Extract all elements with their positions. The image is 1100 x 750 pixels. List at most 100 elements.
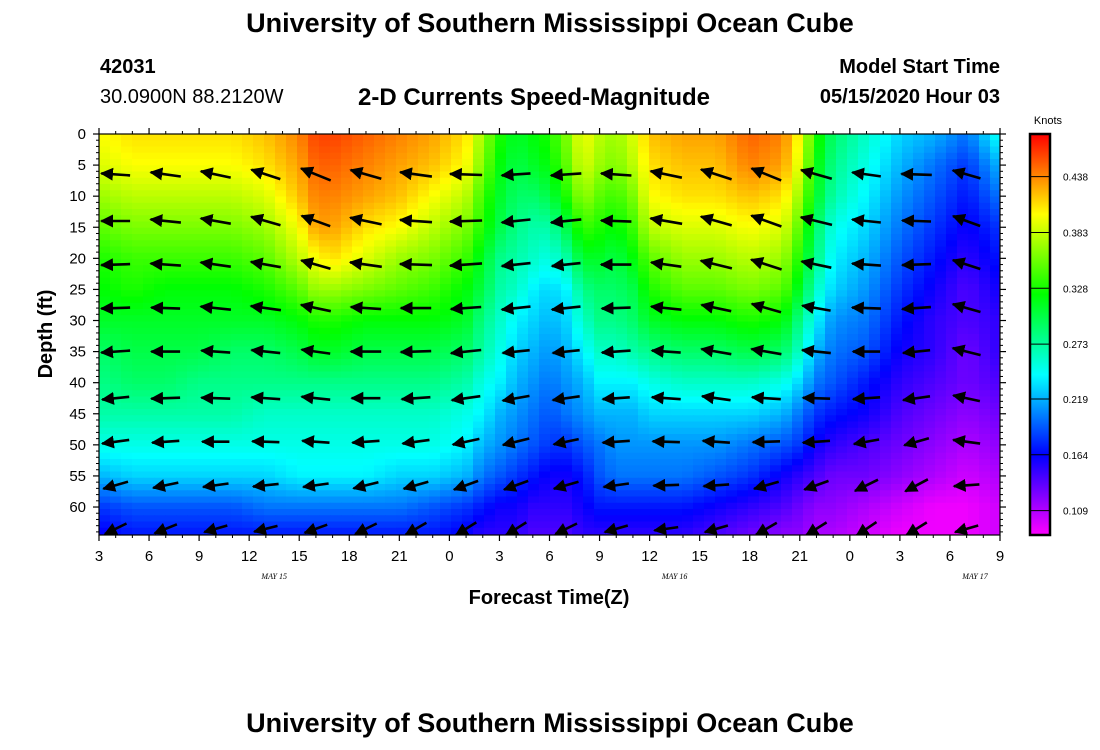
heatmap-cell [792,409,804,416]
heatmap-cell [352,190,364,198]
heatmap-cell [627,334,639,341]
heatmap-cell [484,152,496,160]
heatmap-cell [242,246,254,254]
heatmap-cell [649,340,661,348]
heatmap-cell [968,346,980,354]
heatmap-cell [770,490,782,498]
heatmap-cell [825,134,837,141]
heatmap-cell [374,277,386,285]
heatmap-cell [825,440,837,448]
heatmap-cell [726,359,738,366]
heatmap-cell [726,477,738,485]
heatmap-cell [913,134,925,141]
heatmap-cell [209,384,221,391]
heatmap-cell [671,402,683,410]
heatmap-cell [363,327,375,335]
heatmap-cell [462,465,474,473]
heatmap-cell [627,259,639,266]
heatmap-cell [605,246,617,254]
heatmap-cell [363,159,375,166]
heatmap-cell [242,440,254,448]
heatmap-cell [253,384,265,391]
heatmap-cell [561,396,573,404]
heatmap-cell [737,165,749,173]
heatmap-cell [429,265,441,273]
heatmap-cell [946,402,958,410]
heatmap-cell [759,509,771,516]
heatmap-cell [231,234,243,241]
heatmap-cell [484,509,496,516]
heatmap-cell [704,309,716,316]
heatmap-cell [660,340,672,348]
heatmap-cell [473,227,485,235]
heatmap-cell [308,302,320,310]
heatmap-cell [891,165,903,173]
heatmap-cell [176,290,188,298]
heatmap-cell [396,284,408,291]
heatmap-cell [759,421,771,429]
heatmap-cell [814,384,826,391]
heatmap-cell [946,309,958,316]
heatmap-cell [814,440,826,448]
heatmap-cell [836,296,848,304]
heatmap-cell [770,509,782,516]
heatmap-cell [341,277,353,285]
heatmap-cell [693,365,705,373]
heatmap-cell [792,321,804,329]
heatmap-cell [231,359,243,366]
heatmap-cell [968,171,980,179]
heatmap-cell [990,427,1000,435]
heatmap-cell [891,296,903,304]
heatmap-cell [429,184,441,191]
heatmap-cell [385,227,397,235]
heatmap-cell [638,152,650,160]
heatmap-cell [682,246,694,254]
heatmap-cell [847,290,859,298]
heatmap-cell [770,334,782,341]
heatmap-cell [341,284,353,291]
heatmap-cell [979,496,991,504]
heatmap-cell [627,490,639,498]
heatmap-cell [495,440,507,448]
heatmap-cell [781,340,793,348]
heatmap-cell [913,277,925,285]
heatmap-cell [330,277,342,285]
heatmap-cell [429,440,441,448]
heatmap-cell [561,496,573,504]
heatmap-cell [902,190,914,198]
heatmap-cell [176,190,188,198]
heatmap-cell [880,177,892,185]
heatmap-cell [616,221,628,229]
heatmap-cell [649,234,661,241]
heatmap-cell [572,371,584,379]
heatmap-cell [594,402,606,410]
heatmap-cell [660,215,672,223]
heatmap-cell [176,246,188,254]
heatmap-cell [627,234,639,241]
heatmap-cell [605,202,617,210]
heatmap-cell [495,290,507,298]
heatmap-cell [748,296,760,304]
heatmap-cell [682,371,694,379]
heatmap-cell [319,334,331,341]
heatmap-cell [594,409,606,416]
heatmap-cell [561,159,573,166]
heatmap-cell [220,152,232,160]
heatmap-cell [968,184,980,191]
heatmap-cell [759,434,771,441]
heatmap-cell [275,496,287,504]
heatmap-cell [143,134,155,141]
heatmap-cell [209,402,221,410]
heatmap-cell [451,502,463,510]
heatmap-cell [363,309,375,316]
heatmap-cell [154,502,166,510]
heatmap-cell [572,377,584,385]
heatmap-cell [946,184,958,191]
heatmap-cell [286,427,298,435]
heatmap-cell [374,502,386,510]
heatmap-cell [462,271,474,279]
heatmap-cell [627,365,639,373]
heatmap-cell [935,159,947,166]
heatmap-cell [748,415,760,423]
heatmap-cell [264,396,276,404]
